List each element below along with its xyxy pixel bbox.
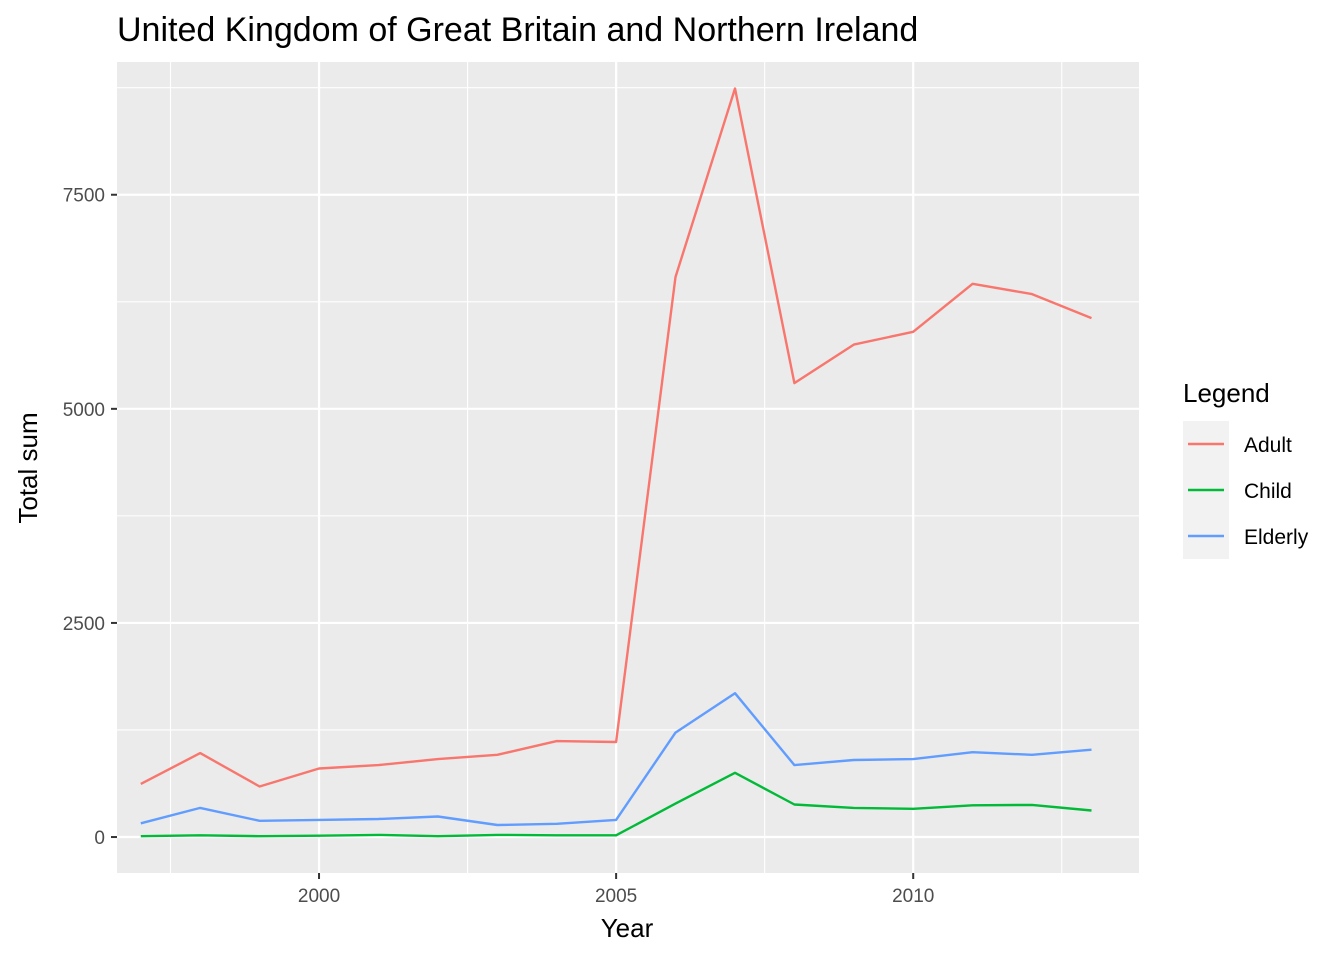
legend-label-child: Child <box>1244 480 1292 503</box>
chart-title: United Kingdom of Great Britain and Nort… <box>117 11 918 49</box>
y-tick-label: 2500 <box>63 614 105 635</box>
plot-panel <box>117 62 1139 873</box>
legend: Legend Adult Child Elderly <box>1183 378 1309 559</box>
x-axis: 2000 2005 2010 <box>298 873 934 907</box>
x-tick-label: 2000 <box>298 886 340 907</box>
y-axis-title: Total sum <box>13 412 43 523</box>
series-layer <box>140 87 1092 838</box>
y-tick-label: 5000 <box>63 400 105 421</box>
legend-label-adult: Adult <box>1244 434 1292 457</box>
legend-label-elderly: Elderly <box>1244 526 1309 549</box>
legend-title: Legend <box>1183 378 1270 408</box>
y-tick-label: 7500 <box>63 186 105 207</box>
panel-background <box>117 62 1139 873</box>
x-axis-title: Year <box>601 913 654 943</box>
x-tick-label: 2005 <box>595 886 637 907</box>
series-line-child <box>140 771 1092 838</box>
series-line-adult <box>140 87 1092 788</box>
series-line-elderly <box>140 692 1092 827</box>
y-axis: 0 2500 5000 7500 <box>63 186 117 849</box>
legend-items: Adult Child Elderly <box>1183 421 1309 559</box>
x-tick-label: 2010 <box>892 886 934 907</box>
y-tick-label: 0 <box>94 828 105 849</box>
